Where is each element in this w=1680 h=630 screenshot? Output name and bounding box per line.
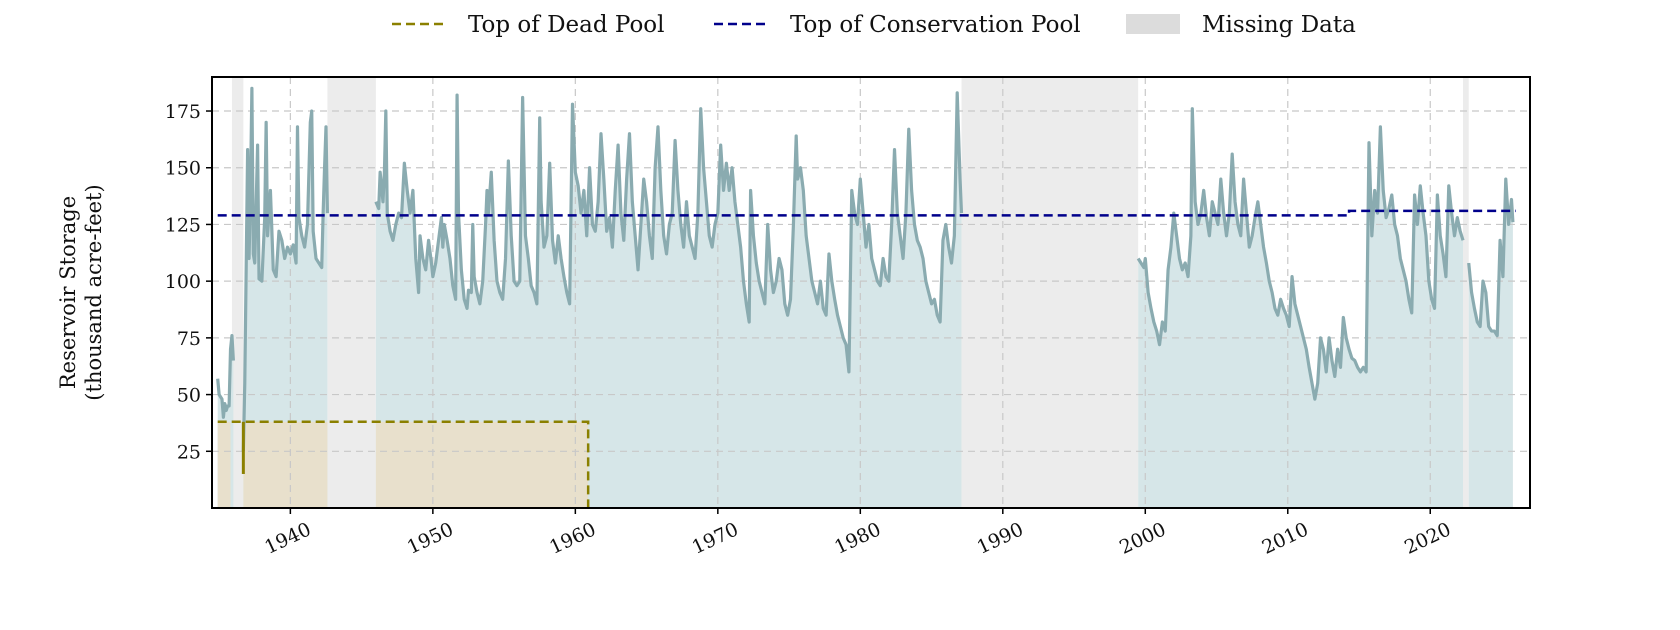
storage-line: [216, 334, 235, 419]
missing-data-band: [327, 77, 376, 508]
x-tick-label: 2000: [1116, 518, 1169, 558]
storage-area-fill: [1468, 179, 1513, 508]
storage-line: [374, 91, 964, 374]
legend-label: Top of Conservation Pool: [790, 12, 1081, 38]
x-tick-label: 1950: [404, 518, 457, 558]
legend: Top of Dead Pool Top of Conservation Pool…: [392, 12, 1356, 38]
legend-label: Missing Data: [1202, 12, 1356, 38]
legend-label: Top of Dead Pool: [468, 12, 665, 38]
dead-pool-fill: [243, 421, 328, 508]
x-tick-label: 1970: [689, 518, 742, 558]
missing-data-band: [961, 77, 1139, 508]
storage-line: [241, 86, 330, 452]
missing-data-band: [1463, 77, 1469, 508]
x-tick-label: 1980: [831, 518, 884, 558]
dead-pool-fill: [217, 421, 231, 508]
x-tick-label: 1990: [974, 518, 1027, 558]
legend-swatch: [1126, 14, 1180, 34]
x-tick-label: 1940: [261, 518, 314, 558]
y-tick-label: 175: [165, 101, 201, 123]
missing-data-band: [231, 77, 244, 508]
y-tick-label: 125: [165, 214, 201, 236]
y-tick-label: 100: [165, 271, 201, 293]
y-tick-label: 25: [177, 441, 201, 463]
x-tick-label: 2010: [1259, 518, 1312, 558]
y-tick-label: 75: [177, 328, 201, 350]
dead-pool-fill: [375, 421, 589, 508]
plot-frame: [211, 76, 1531, 509]
y-axis-label: Reservoir Storage (thousand acre-feet): [56, 184, 106, 400]
y-tick-label: 50: [177, 385, 201, 407]
plot-area: [212, 77, 1530, 508]
x-tick-label: 1960: [546, 518, 599, 558]
storage-area-fill: [1138, 108, 1464, 508]
storage-line: [1467, 177, 1515, 338]
dead-pool-line: [217, 420, 590, 508]
conservation-pool-line: [217, 209, 1516, 217]
y-axis-label-line: Reservoir Storage: [56, 196, 80, 389]
storage-area-fill: [243, 88, 328, 508]
y-axis-label-line: (thousand acre-feet): [82, 184, 106, 400]
y-tick-label: 150: [165, 158, 201, 180]
x-tick-label: 2020: [1401, 518, 1454, 558]
